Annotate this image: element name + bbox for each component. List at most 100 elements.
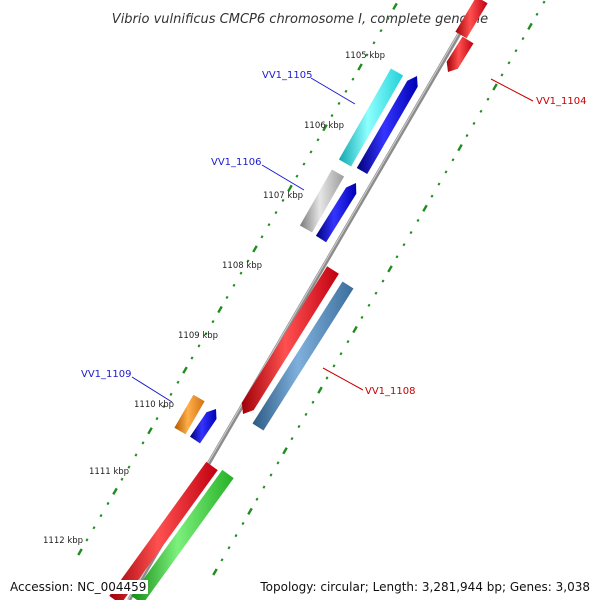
inner-tick-mark-47 [542, 0, 546, 4]
gene-vv1-1105-cyan[interactable] [338, 68, 404, 167]
inner-tick-mark-26 [395, 255, 399, 259]
leader-vv1-1106 [261, 164, 305, 191]
gene-vv1-1109-orange[interactable] [174, 394, 205, 435]
inner-tick-mark-41 [500, 73, 504, 77]
map-title: Vibrio vulnificus CMCP6 chromosome I, co… [112, 12, 488, 27]
leader-vv1-1109 [131, 376, 173, 403]
leader-vv1-1108 [322, 367, 364, 391]
inner-tick-mark-29 [416, 218, 420, 222]
inner-tick-mark-14 [311, 400, 315, 404]
outer-tick-mark-1 [85, 538, 89, 542]
tick-label-1107: 1107 kbp [263, 191, 303, 201]
tick-label-1106: 1106 kbp [304, 121, 344, 131]
outer-tick-mark-10 [147, 427, 153, 435]
gene-red-top[interactable] [455, 0, 488, 39]
tick-label-1108: 1108 kbp [222, 261, 262, 271]
inner-tick-mark-10 [282, 447, 288, 455]
outer-tick-mark-6 [120, 477, 124, 481]
inner-tick-mark-36 [465, 133, 469, 138]
inner-tick-mark-37 [472, 121, 476, 125]
inner-tick-mark-4 [241, 521, 245, 526]
outer-tick-mark-45 [392, 2, 398, 11]
gene-blue-1105[interactable] [356, 76, 418, 174]
outer-tick-mark-22 [232, 283, 236, 287]
inner-tick-mark-9 [276, 461, 280, 465]
outer-tick-mark-26 [260, 235, 264, 239]
inner-tick-mark-17 [332, 364, 336, 368]
leader-vv1-1104 [490, 78, 534, 102]
gene-vv1-1106-gray[interactable] [299, 169, 345, 233]
outer-tick-mark-32 [302, 162, 306, 166]
inner-tick-mark-8 [269, 473, 273, 477]
inner-tick-track [212, 0, 546, 576]
inner-tick-mark-3 [234, 534, 238, 538]
outer-tick-mark-18 [204, 332, 208, 336]
gene-features [109, 0, 488, 600]
outer-tick-mark-5 [112, 487, 118, 496]
inner-tick-mark-24 [381, 279, 385, 283]
inner-tick-mark-28 [409, 230, 413, 235]
outer-tick-mark-8 [134, 453, 138, 457]
outer-tick-mark-11 [155, 417, 159, 421]
inner-tick-mark-31 [430, 194, 434, 198]
outer-tick-mark-39 [351, 77, 355, 81]
gene-vv1-1108-red[interactable] [241, 266, 339, 414]
outer-tick-mark-0 [77, 548, 83, 556]
outer-tick-mark-17 [197, 344, 201, 348]
inner-tick-mark-45 [527, 22, 533, 31]
inner-tick-mark-35 [457, 144, 463, 152]
gene-label-vv1-1108[interactable]: VV1_1108 [365, 386, 416, 397]
inner-tick-mark-32 [437, 182, 441, 186]
inner-tick-mark-34 [451, 158, 455, 162]
inner-tick-mark-6 [255, 497, 259, 501]
gene-label-vv1-1105[interactable]: VV1_1105 [262, 70, 313, 81]
outer-tick-mark-33 [309, 150, 313, 154]
gene-label-vv1-1109[interactable]: VV1_1109 [81, 369, 132, 380]
tick-label-1109: 1109 kbp [178, 331, 218, 341]
blue-leader-lines [131, 77, 356, 403]
outer-tick-mark-25 [252, 245, 258, 253]
outer-tick-mark-20 [217, 305, 223, 314]
tick-label-1105: 1105 kbp [345, 51, 385, 61]
outer-tick-mark-36 [330, 113, 334, 118]
inner-tick-mark-44 [521, 36, 525, 41]
outer-tick-mark-38 [344, 89, 348, 93]
gene-label-vv1-1104[interactable]: VV1_1104 [536, 96, 587, 107]
gene-blue-1106[interactable] [315, 183, 357, 243]
outer-tick-mark-43 [379, 29, 383, 33]
inner-tick-mark-40 [492, 83, 498, 91]
leader-vv1-1105 [310, 77, 356, 105]
outer-tick-mark-16 [190, 356, 194, 360]
outer-tick-mark-24 [246, 259, 250, 263]
inner-tick-mark-19 [346, 340, 350, 344]
gene-vv1-1104-red[interactable] [446, 36, 474, 72]
outer-tick-mark-29 [281, 198, 285, 202]
inner-tick-mark-38 [479, 109, 483, 113]
inner-tick-mark-46 [535, 12, 539, 16]
inner-tick-mark-18 [339, 352, 343, 356]
outer-tick-mark-12 [162, 404, 166, 409]
gene-vv1-1108-steelblue[interactable] [252, 281, 354, 431]
inner-tick-mark-25 [387, 265, 393, 273]
outer-tick-mark-35 [322, 124, 328, 132]
inner-tick-mark-11 [290, 437, 294, 441]
outer-tick-mark-44 [386, 16, 390, 21]
outer-tick-mark-7 [127, 465, 131, 469]
gene-label-vv1-1106[interactable]: VV1_1106 [211, 157, 262, 168]
outer-tick-track [77, 2, 398, 556]
outer-tick-mark-2 [92, 526, 96, 530]
inner-tick-mark-13 [304, 412, 308, 416]
outer-tick-mark-14 [176, 380, 180, 384]
accession-text: Accession: NC_004459 [8, 580, 149, 594]
gene-red-1111[interactable] [109, 461, 218, 600]
gene-green-1111[interactable] [131, 469, 234, 600]
inner-tick-mark-33 [444, 170, 448, 174]
inner-tick-mark-12 [297, 424, 301, 429]
outer-tick-mark-15 [182, 366, 188, 374]
inner-tick-mark-23 [374, 291, 378, 295]
gene-blue-1109[interactable] [190, 409, 217, 444]
tick-label-1112: 1112 kbp [43, 536, 83, 546]
outer-tick-mark-9 [141, 441, 145, 445]
inner-tick-mark-5 [247, 507, 253, 516]
